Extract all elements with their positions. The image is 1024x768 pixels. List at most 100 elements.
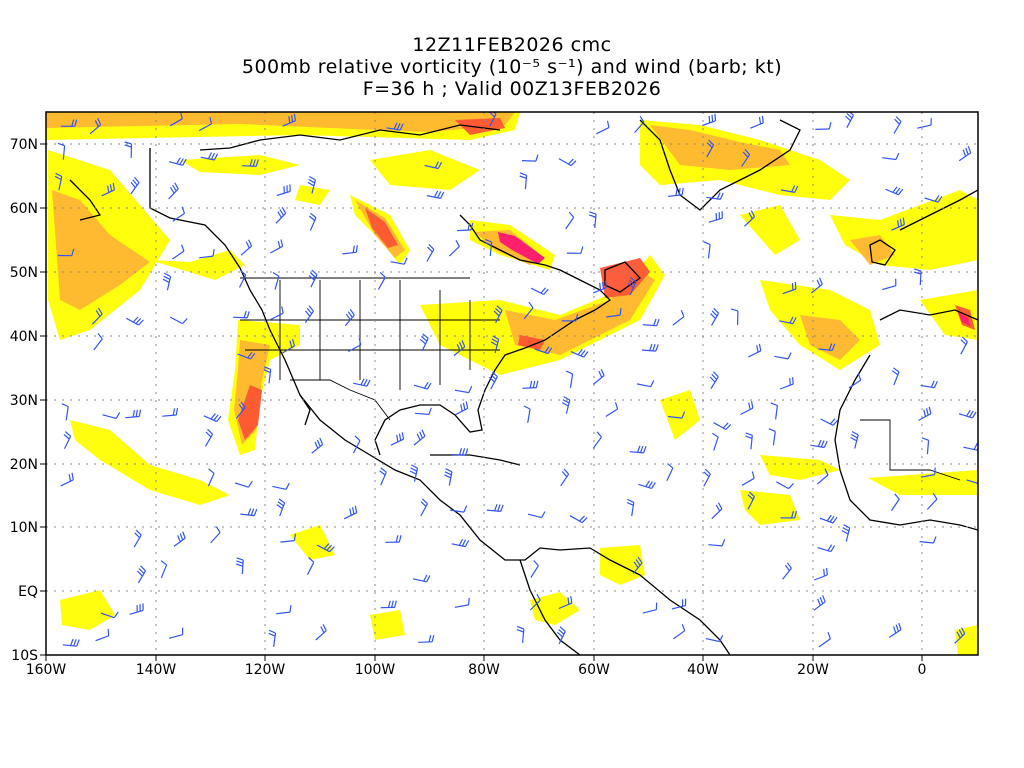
wind-barb [307,175,316,194]
wind-barb [780,185,799,193]
wind-barb [740,401,754,416]
wind-barb [377,271,386,290]
coastline-greenland [639,119,801,211]
vort-gulf-alaska-mid [52,190,150,310]
wind-barb [668,187,684,197]
wind-barb [888,622,902,638]
wind-barb [711,502,723,520]
vort-mid-atlantic [660,390,700,440]
vort-canada-streak-core [365,208,398,248]
wind-barb [126,316,144,326]
wind-barb [484,238,493,257]
wind-barb [54,172,63,191]
wind-barb [626,498,635,517]
wind-barb [344,309,355,327]
vort-east-coast-core [518,335,545,350]
wind-barb [316,543,335,553]
wind-barb [304,305,314,323]
wind-barb [893,116,902,134]
wind-barb [60,119,78,127]
wind-barb [419,333,429,352]
wind-barb [523,405,531,423]
wind-barb [561,313,579,322]
wind-barb [276,498,286,517]
wind-barb [779,377,794,390]
wind-barb [451,448,469,456]
wind-barb [917,118,932,129]
wind-barb [101,182,115,197]
wind-barb [850,430,859,449]
wind-barb [100,611,119,619]
lat-label-70n: 70N [10,137,38,153]
wind-barb [263,366,272,384]
lat-label-40n: 40N [10,329,38,345]
wind-barb [558,158,577,167]
vort-africa-west [760,455,840,480]
wind-barb [490,335,500,354]
wind-barb [708,539,726,547]
wind-barb [606,308,622,318]
coastline-arctic [199,124,501,151]
wind-barb [920,380,938,389]
lat-label-10n: 10N [10,520,38,536]
wind-barb [882,152,900,161]
wind-barb [596,120,610,135]
wind-barb [768,428,776,446]
wind-barb [741,471,755,486]
wind-barb [282,113,296,127]
wind-barb [124,141,133,158]
wind-barb [629,445,647,454]
wind-barb [958,145,972,162]
wind-barb [390,432,405,446]
wind-barb [747,491,756,510]
wind-barb [412,574,431,583]
wind-barb [172,244,185,260]
lon-label-100w: 100W [355,662,396,678]
wind-barb [741,149,751,167]
vort-mediterranean-outer [920,290,978,340]
wind-barb [848,373,862,389]
wind-barb [748,343,762,358]
wind-barb [673,623,686,640]
wind-barb [782,562,792,580]
wind-barb [276,605,292,615]
wind-barb [129,603,144,615]
wind-barb [133,529,142,548]
wind-barb [486,504,504,512]
wind-barb [890,493,900,512]
wind-barb [782,281,797,295]
vort-arctic-core [455,118,505,135]
lon-label-140w: 140W [136,662,177,678]
wind-barb [592,431,602,449]
vort-atlantic-cell [740,205,800,255]
wind-barb [885,186,904,196]
wind-barb [457,222,474,232]
wind-barb [710,307,720,326]
wind-barb [93,333,103,351]
wind-barb [308,269,318,288]
wind-barb [172,206,186,222]
wind-barb [709,371,719,390]
wind-barb [592,280,607,294]
wind-barb [706,192,724,200]
wind-barb [841,524,851,542]
wind-barb [235,480,253,488]
wind-barb [61,403,69,421]
wind-barb [198,116,213,132]
wind-barb [315,624,327,641]
wind-barb [521,154,539,162]
wind-barb [818,343,836,351]
wind-barb [162,272,172,291]
wind-barb [588,211,597,229]
wind-barb [713,422,732,431]
vort-east-coast-outer [420,255,665,375]
vort-atlantic-trough-mid [800,315,860,360]
wind-barb [130,176,140,195]
wind-barb [493,305,503,324]
wind-barb [566,246,584,254]
wind-barb [811,277,823,294]
border-us-states [279,280,471,390]
wind-barb [641,343,659,352]
wind-barb [642,318,660,327]
wind-barb [705,635,724,643]
